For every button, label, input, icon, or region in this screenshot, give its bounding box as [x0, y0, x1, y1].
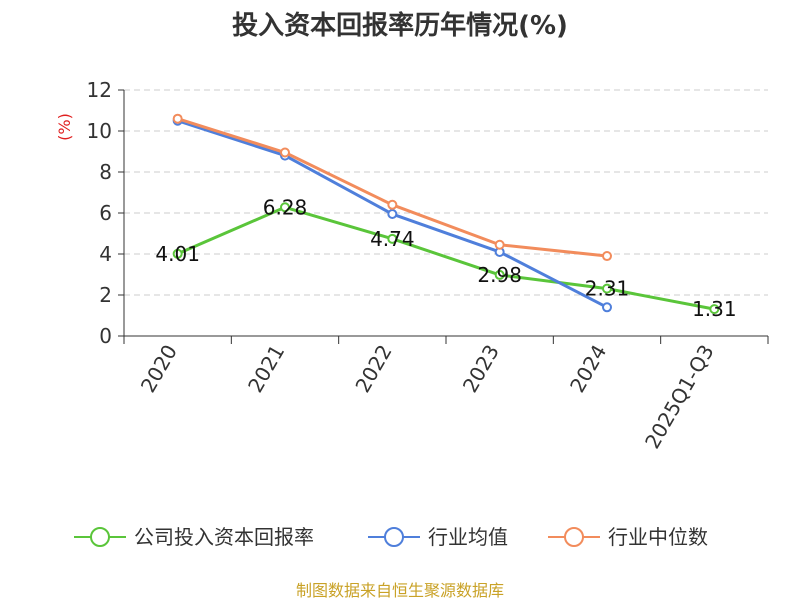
- y-tick-label-10: 10: [87, 119, 112, 143]
- data-point-s0-2024[interactable]: [602, 283, 612, 294]
- legend-marker-2: [564, 527, 584, 547]
- x-tick-label-2023: 2023: [458, 341, 504, 397]
- data-point-s0-2023[interactable]: [494, 269, 505, 280]
- legend-label-0: 公司投入资本回报率: [134, 525, 314, 549]
- chart-title: 投入资本回报率历年情况(%): [232, 10, 568, 41]
- data-point-s2-2022[interactable]: [387, 199, 398, 210]
- data-label-2020: 4.01: [155, 242, 200, 266]
- data-label-2021: 6.28: [263, 195, 308, 219]
- y-tick-label-2: 2: [99, 283, 112, 307]
- y-tick-label-8: 8: [99, 160, 112, 184]
- data-point-s0-2021[interactable]: [280, 202, 290, 213]
- data-label-2023: 2.98: [477, 263, 522, 287]
- legend: 公司投入资本回报率 行业均值 行业中位数: [74, 525, 708, 549]
- data-point-s0-2020[interactable]: [172, 248, 183, 259]
- y-tick-label-4: 4: [99, 242, 112, 266]
- data-point-s1-2024[interactable]: [602, 302, 612, 313]
- y-tick-label-12: 12: [87, 78, 112, 102]
- x-tick-label-2025Q1-Q3: 2025Q1-Q3: [640, 341, 719, 453]
- legend-marker-1: [384, 527, 404, 547]
- x-tick-label-2024: 2024: [565, 341, 611, 397]
- series-line-0: [177, 205, 715, 311]
- x-tick-label-2021: 2021: [243, 341, 289, 397]
- legend-item-2[interactable]: 行业中位数: [548, 525, 708, 549]
- data-point-s0-2022[interactable]: [387, 233, 398, 244]
- data-label-2024: 2.31: [585, 277, 630, 301]
- source-note: 制图数据来自恒生聚源数据库: [296, 581, 504, 600]
- x-tick-label-2022: 2022: [350, 341, 396, 397]
- data-point-s2-2024[interactable]: [602, 251, 612, 262]
- data-labels: 4.01 6.28 4.74 2.98 2.31 1.31: [155, 195, 736, 321]
- data-point-s2-2021[interactable]: [280, 147, 290, 158]
- data-point-s1-2022[interactable]: [387, 209, 398, 220]
- legend-marker-0: [90, 527, 110, 547]
- data-point-s2-2020[interactable]: [172, 113, 183, 124]
- x-tick-label-2020: 2020: [136, 341, 182, 397]
- legend-item-1[interactable]: 行业均值: [368, 525, 508, 549]
- data-label-2022: 4.74: [370, 227, 415, 251]
- grid: [124, 89, 768, 296]
- y-tick-label-0: 0: [99, 324, 112, 348]
- data-point-s2-2023[interactable]: [494, 239, 505, 250]
- y-axis-label: (%): [55, 113, 74, 141]
- y-tick-label-6: 6: [99, 201, 112, 225]
- legend-label-2: 行业中位数: [608, 525, 708, 549]
- data-label-2025Q1-Q3: 1.31: [692, 297, 737, 321]
- data-point-s0-2025Q1-Q3[interactable]: [709, 304, 720, 315]
- legend-label-1: 行业均值: [428, 525, 508, 549]
- series-group: [172, 113, 720, 315]
- legend-item-0[interactable]: 公司投入资本回报率: [74, 525, 314, 549]
